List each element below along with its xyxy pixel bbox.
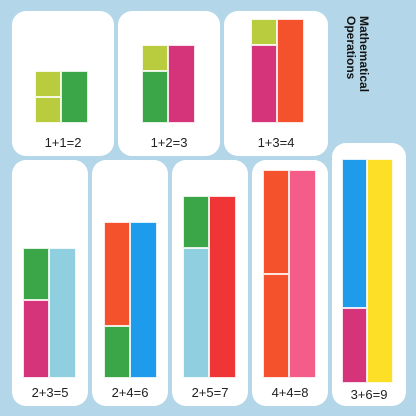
card-2-plus-4: 2+4=6: [92, 160, 168, 406]
equation-label: 1+1=2: [44, 135, 82, 150]
block-8-pink: [289, 170, 316, 378]
side-title-line1: Mathematical: [357, 16, 371, 93]
block-5-light-blue: [49, 248, 76, 378]
block-3-magenta: [23, 300, 49, 378]
card-1-plus-2: 1+2=3: [118, 11, 220, 156]
block-1-light-green: [35, 71, 61, 97]
card-2-plus-5: 2+5=7: [172, 160, 248, 406]
block-2-green: [23, 248, 49, 300]
block-1-light-green: [142, 45, 168, 71]
block-4-red-orange: [277, 19, 304, 123]
block-2-green: [104, 326, 130, 378]
block-2-green: [142, 71, 168, 123]
block-9-yellow: [367, 159, 393, 383]
side-title: Mathematical Operations: [344, 16, 371, 106]
equation-label: 2+4=6: [111, 385, 149, 400]
block-1-light-green-second: [35, 97, 61, 123]
block-3-magenta: [251, 45, 277, 123]
equation-label: 1+2=3: [150, 135, 188, 150]
equation-label: 3+6=9: [350, 387, 388, 402]
block-4-red-orange: [263, 170, 289, 274]
block-5-light-blue: [183, 248, 209, 378]
card-4-plus-4: 4+4=8: [252, 160, 328, 406]
block-4-red-orange-second: [263, 274, 289, 378]
card-3-plus-6: 3+6=9: [332, 143, 406, 406]
side-title-text: Mathematical Operations: [344, 16, 371, 93]
block-3-magenta: [168, 45, 195, 123]
card-2-plus-3: 2+3=5: [12, 160, 88, 406]
block-7-red: [209, 196, 236, 378]
block-1-light-green: [251, 19, 277, 45]
block-6-blue: [342, 159, 367, 308]
card-1-plus-1: 1+1=2: [12, 11, 114, 156]
equation-label: 1+3=4: [257, 135, 295, 150]
block-2-green: [61, 71, 88, 123]
block-2-green: [183, 196, 209, 248]
side-title-line2: Operations: [344, 16, 358, 80]
equation-label: 2+5=7: [191, 385, 229, 400]
block-4-red-orange: [104, 222, 130, 326]
block-6-blue: [130, 222, 157, 378]
card-1-plus-3: 1+3=4: [224, 11, 328, 156]
equation-label: 4+4=8: [271, 385, 309, 400]
equation-label: 2+3=5: [31, 385, 69, 400]
block-3-magenta: [342, 308, 367, 383]
